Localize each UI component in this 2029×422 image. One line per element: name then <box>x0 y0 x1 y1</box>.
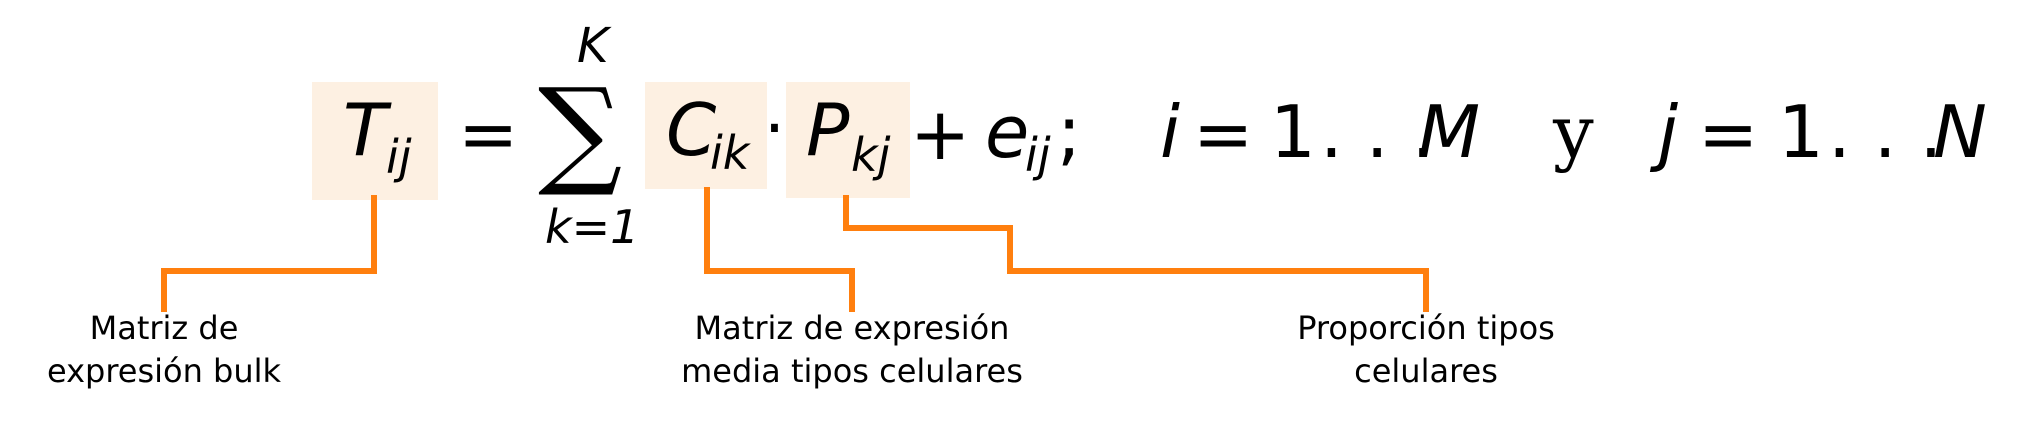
conjunction-y: y <box>1553 90 1594 174</box>
sum-lower-limit: k=1 <box>545 200 640 254</box>
annotation-bulk-matrix: Matriz de expresión bulk <box>46 309 282 390</box>
term-C: C <box>666 88 717 172</box>
dot-operator: · <box>764 90 785 167</box>
connector-proporcion <box>843 195 1429 312</box>
highlight-C <box>645 82 767 189</box>
range-j-to: N <box>1933 90 1987 174</box>
equals-sign: = <box>458 92 519 176</box>
range-j-var: j <box>1658 90 1679 174</box>
annotation-mean-expression-matrix: Matriz de expresión media tipos celulare… <box>681 309 1023 390</box>
plus-sign: + <box>910 92 971 176</box>
range-j-from: 1 <box>1778 90 1824 174</box>
range-j-dots: . . . <box>1828 90 1943 174</box>
sum-sigma-icon: ∑ <box>538 62 623 200</box>
term-P: P <box>806 88 850 172</box>
range-i-dots: . . . <box>1320 90 1435 174</box>
annotation-cell-type-proportion: Proporción tipos celulares <box>1297 309 1555 390</box>
range-j-equals: = <box>1698 92 1759 176</box>
error-subscript: ij <box>1025 128 1051 182</box>
highlight-T <box>312 82 438 200</box>
error-e: e <box>985 90 1030 174</box>
term-C-subscript: ik <box>710 126 750 180</box>
connector-bulk <box>161 195 377 312</box>
range-i-to: M <box>1418 90 1481 174</box>
range-i-var: i <box>1160 90 1181 174</box>
highlight-P <box>786 82 910 198</box>
lhs-T: T <box>343 88 387 172</box>
sum-upper-limit: K <box>577 18 609 74</box>
lhs-subscript: ij <box>386 130 412 184</box>
range-i-from: 1 <box>1270 90 1316 174</box>
range-i-equals: = <box>1193 92 1254 176</box>
connector-media <box>704 187 855 312</box>
error-semicolon: ; <box>1057 90 1082 174</box>
term-P-subscript: kj <box>851 128 891 182</box>
